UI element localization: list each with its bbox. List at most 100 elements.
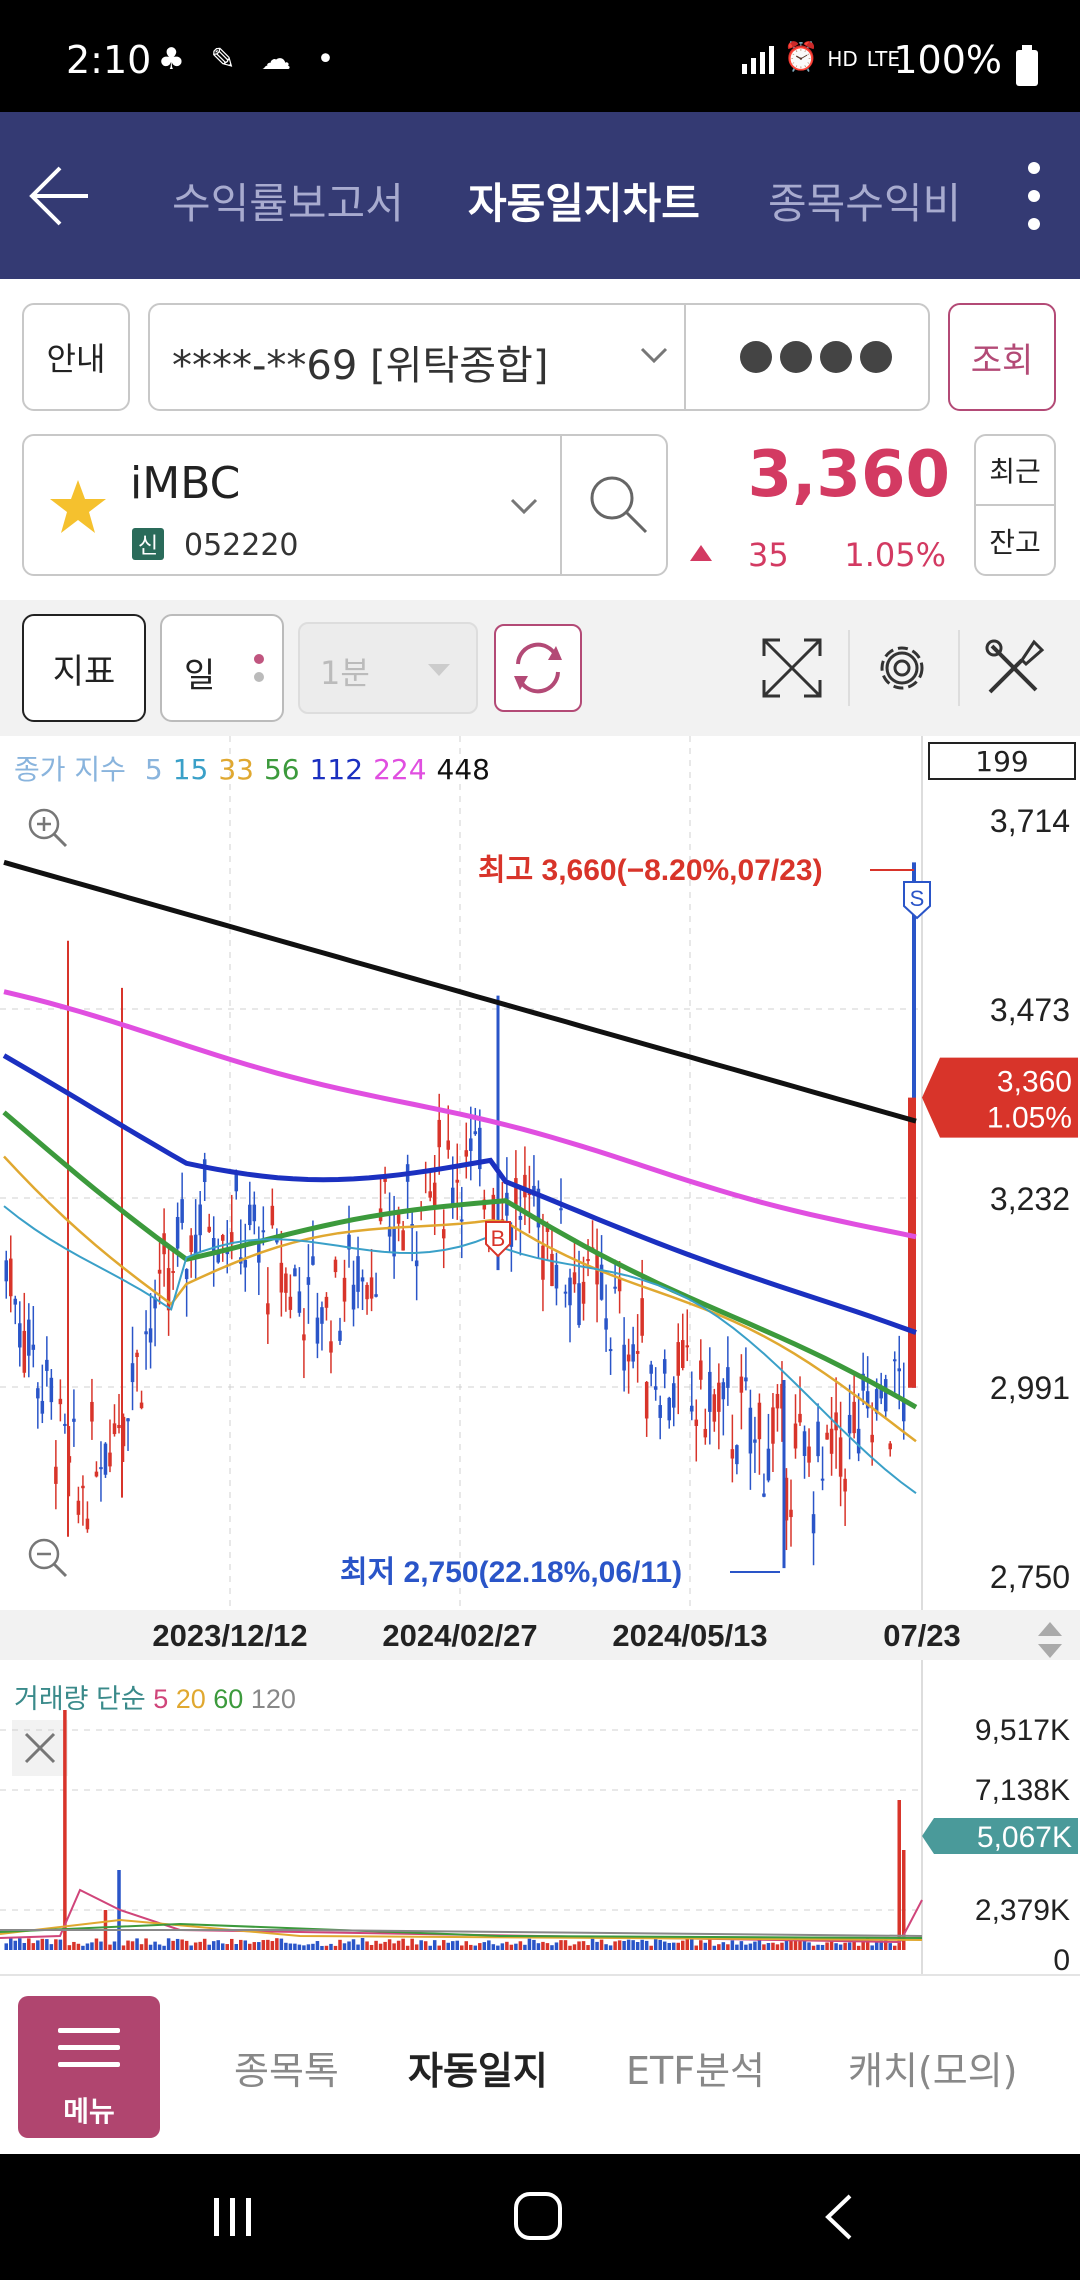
volume-bar bbox=[536, 1943, 541, 1950]
volume-bar bbox=[708, 1938, 712, 1950]
tab-stock-return[interactable]: 종목수익비 bbox=[768, 179, 962, 228]
stock-selector[interactable]: iMBC 신 052220 bbox=[22, 434, 668, 576]
volume-bar bbox=[662, 1941, 667, 1950]
volume-bar bbox=[81, 1945, 85, 1950]
volume-bar bbox=[617, 1940, 622, 1950]
candle-count[interactable]: 199 bbox=[928, 742, 1076, 780]
volume-bar bbox=[834, 1943, 838, 1950]
home-icon[interactable] bbox=[512, 2190, 564, 2242]
volume-bar bbox=[157, 1944, 162, 1950]
close-volume-icon[interactable] bbox=[12, 1720, 68, 1776]
volume-bar bbox=[216, 1940, 220, 1950]
query-button[interactable]: 조회 bbox=[948, 303, 1056, 411]
current-price-tag-value: 3,360 bbox=[997, 1066, 1072, 1099]
candle-body bbox=[202, 1159, 207, 1183]
indicator-button[interactable]: 지표 bbox=[22, 614, 146, 722]
volume-bar bbox=[112, 1941, 117, 1950]
nav-catch-mock[interactable]: 캐치(모의) bbox=[848, 2049, 1018, 2093]
scroll-arrows-icon[interactable] bbox=[1038, 1622, 1062, 1658]
nav-stock-talk[interactable]: 종목톡 bbox=[234, 2049, 339, 2093]
tab-auto-journal-chart[interactable]: 자동일지차트 bbox=[468, 179, 700, 228]
candle-body bbox=[338, 1330, 342, 1341]
volume-bar bbox=[446, 1942, 450, 1950]
period-button[interactable]: 일 bbox=[160, 614, 284, 722]
candle-body bbox=[653, 1386, 658, 1390]
guide-button[interactable]: 안내 bbox=[22, 303, 130, 411]
fullscreen-icon[interactable] bbox=[760, 636, 824, 700]
candle-body bbox=[324, 1296, 329, 1308]
account-selector[interactable]: ****-**69 [위탁종합] bbox=[148, 303, 930, 411]
candle-body bbox=[807, 1446, 811, 1463]
candle-body bbox=[626, 1354, 631, 1362]
current-price: 3,360 bbox=[747, 438, 950, 512]
ma-line-56 bbox=[2, 1110, 918, 1410]
candle-body bbox=[112, 1423, 117, 1435]
sell-marker-label: S bbox=[910, 886, 925, 911]
candle-body bbox=[13, 1298, 18, 1305]
back-arrow-icon[interactable] bbox=[24, 156, 94, 236]
password-field[interactable] bbox=[740, 341, 900, 377]
candle-body bbox=[365, 1284, 369, 1300]
tab-return-report[interactable]: 수익률보고서 bbox=[172, 179, 404, 228]
date-tick-label: 2024/05/13 bbox=[612, 1618, 767, 1653]
candle-body bbox=[284, 1273, 288, 1293]
volume-bar bbox=[257, 1942, 261, 1950]
zoom-in-icon[interactable] bbox=[28, 808, 68, 848]
candle-body bbox=[784, 1477, 789, 1521]
period-dots-icon bbox=[254, 654, 264, 690]
alarm-icon: ⏰ bbox=[783, 40, 819, 73]
candle-body bbox=[216, 1253, 220, 1263]
volume-bar bbox=[130, 1941, 135, 1950]
candle-body bbox=[586, 1259, 590, 1262]
candle-body bbox=[428, 1191, 432, 1198]
candle-body bbox=[649, 1364, 653, 1374]
recent-button[interactable]: 최근 bbox=[976, 436, 1054, 506]
volume-bar bbox=[423, 1941, 428, 1950]
volume-bar bbox=[883, 1938, 888, 1950]
menu-button[interactable]: 메뉴 bbox=[18, 1996, 160, 2138]
balance-button[interactable]: 잔고 bbox=[989, 526, 1041, 559]
date-tick-label: 2024/02/27 bbox=[382, 1618, 537, 1653]
volume-bar bbox=[148, 1944, 153, 1950]
candle-body bbox=[559, 1208, 563, 1211]
price-chart[interactable]: 3,714 3,473 3,232 2,991 2,750 최고 3,660(−8.20%… bbox=[0, 736, 1080, 1974]
favorite-star-icon[interactable] bbox=[48, 478, 108, 536]
back-icon[interactable] bbox=[820, 2192, 860, 2242]
candle-body bbox=[744, 1377, 748, 1382]
nav-etf-analysis[interactable]: ETF분석 bbox=[626, 2049, 765, 2093]
recent-apps-icon[interactable] bbox=[210, 2194, 256, 2240]
candle-body bbox=[207, 1226, 211, 1232]
volume-bar bbox=[45, 1939, 49, 1950]
candle-body bbox=[883, 1379, 888, 1412]
volume-bar bbox=[518, 1941, 523, 1950]
gear-icon[interactable] bbox=[870, 636, 934, 700]
candle-body bbox=[58, 1398, 63, 1405]
volume-bar bbox=[771, 1942, 775, 1950]
volume-bar bbox=[681, 1940, 685, 1950]
candle-body bbox=[834, 1412, 838, 1431]
tools-icon[interactable] bbox=[982, 636, 1046, 700]
ma-legend-item: 33 bbox=[218, 753, 254, 786]
candle-body bbox=[554, 1264, 559, 1289]
recent-balance-toggle[interactable]: 최근 잔고 bbox=[974, 434, 1056, 576]
nav-auto-journal[interactable]: 자동일지 bbox=[408, 2049, 548, 2093]
candle-body bbox=[36, 1388, 40, 1399]
candle-body bbox=[613, 1286, 617, 1289]
volume-bar bbox=[500, 1943, 505, 1950]
search-icon[interactable] bbox=[586, 472, 650, 536]
candle-body bbox=[67, 1456, 72, 1463]
stock-code: 052220 bbox=[184, 528, 299, 563]
volume-bar bbox=[437, 1945, 441, 1950]
refresh-button[interactable] bbox=[494, 624, 582, 712]
volume-bar bbox=[798, 1941, 802, 1950]
more-options-icon[interactable] bbox=[1028, 162, 1044, 246]
candle-body bbox=[464, 1150, 469, 1157]
volume-current-value: 5,067K bbox=[977, 1821, 1072, 1854]
ma-legend-item: 5 bbox=[144, 753, 163, 786]
zoom-out-icon[interactable] bbox=[28, 1538, 68, 1578]
candle-body bbox=[180, 1199, 184, 1223]
volume-bar bbox=[766, 1942, 771, 1950]
volume-bar bbox=[622, 1941, 626, 1950]
candle-body bbox=[347, 1234, 351, 1250]
candle-body bbox=[518, 1215, 523, 1220]
